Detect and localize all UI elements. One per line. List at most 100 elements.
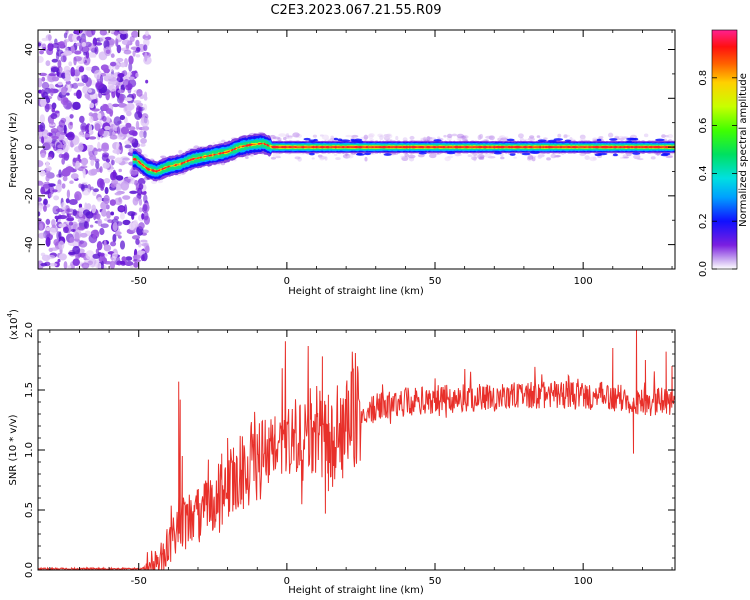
snr-y-axis: 0.0 0.5 1.0 1.5 2.0 [24, 322, 675, 578]
noise-blob [87, 88, 93, 93]
halo-blob [455, 153, 463, 157]
ridge-bump [313, 138, 318, 142]
noise-blob [66, 131, 75, 141]
noise-blob [91, 108, 100, 112]
spectrogram-y-axis: -40 -20 0 20 40 [24, 43, 675, 270]
noise-blob [112, 103, 120, 108]
halo-blob [245, 156, 249, 159]
noise-blob [98, 128, 105, 136]
spectrogram-x-tick-label: -50 [131, 276, 147, 287]
noise-blob [70, 45, 75, 54]
noise-blob [63, 50, 73, 56]
noise-blob [62, 137, 69, 145]
noise-blob [114, 192, 122, 196]
noise-blob [75, 42, 83, 47]
halo-blob [579, 152, 585, 157]
snr-x-tick-label: 100 [574, 576, 593, 587]
ridge-bump [596, 138, 602, 142]
spectrogram-panel: -50 0 50 100 -40 -20 0 20 40 Height of straight… [8, 29, 676, 297]
noise-blob [97, 112, 102, 120]
halo-blob [423, 136, 427, 142]
noise-blob [69, 114, 74, 119]
noise-blob [64, 69, 70, 80]
ridge-bump [662, 152, 671, 156]
spectrogram-image [38, 30, 675, 269]
halo-blob [537, 153, 545, 158]
noise-blob [88, 136, 97, 140]
noise-blob [94, 151, 98, 155]
noise-blob [139, 130, 144, 138]
halo-blob [345, 134, 353, 138]
noise-blob [143, 194, 148, 204]
ridge-bump [530, 151, 540, 154]
halo-blob [500, 137, 508, 141]
noise-blob [92, 253, 100, 259]
noise-blob [123, 79, 131, 88]
noise-blob [61, 157, 66, 165]
ridge-bump [609, 138, 618, 141]
noise-blob [42, 183, 51, 189]
snr-x-label: Height of straight line (km) [288, 585, 424, 596]
noise-blob [40, 186, 46, 195]
noise-blob [72, 245, 81, 255]
noise-blob [100, 178, 105, 189]
noise-blob [103, 194, 110, 205]
noise-blob [50, 87, 54, 97]
halo-blob [425, 136, 433, 140]
noise-blob [51, 58, 58, 63]
halo-blob [311, 157, 315, 160]
noise-blob [69, 237, 75, 243]
noise-blob [40, 252, 46, 257]
noise-blob [112, 252, 118, 259]
halo-blob [519, 137, 524, 142]
noise-blob [104, 186, 109, 195]
halo-blob [404, 153, 409, 157]
noise-blob [63, 32, 68, 39]
noise-blob [128, 55, 134, 65]
noise-blob [40, 262, 48, 267]
noise-blob [119, 240, 126, 250]
noise-blob [129, 265, 134, 269]
noise-blob [135, 39, 140, 47]
noise-blob [63, 261, 68, 269]
noise-blob [60, 72, 66, 79]
svg-text:(x104): (x104) [6, 309, 20, 340]
halo-blob [161, 156, 165, 159]
snr-y-label: SNR (10 * v/v) [8, 414, 19, 485]
noise-blob [119, 260, 126, 265]
noise-blob [69, 180, 74, 185]
noise-blob [141, 125, 150, 131]
noise-blob [93, 69, 102, 80]
noise-blob [68, 221, 74, 226]
ridge-band [132, 142, 675, 173]
noise-blob [128, 62, 133, 72]
noise-blob [131, 30, 139, 38]
ridge-bump [612, 153, 618, 157]
noise-blob [95, 213, 101, 220]
noise-blob [94, 158, 100, 163]
noise-blob [47, 42, 54, 52]
halo-blob [661, 134, 666, 138]
noise-blob [38, 42, 42, 47]
noise-blob [45, 227, 51, 232]
noise-blob [109, 260, 116, 269]
halo-blob [221, 139, 226, 143]
ridge-bump [364, 152, 372, 156]
noise-blob [63, 38, 70, 43]
noise-blob [118, 206, 125, 211]
noise-blob [66, 84, 71, 89]
noise-blob [140, 137, 147, 144]
colorbar: 0.0 0.2 0.4 0.6 0.8 Normalized spectral ampl… [698, 29, 749, 277]
halo-blob [592, 156, 597, 160]
noise-blob [140, 143, 146, 147]
noise-blob [79, 232, 88, 238]
noise-blob [82, 168, 86, 179]
noise-blob [66, 208, 75, 213]
noise-blob [135, 54, 141, 58]
noise-blob [125, 122, 132, 128]
noise-blob [112, 169, 117, 179]
ridge-bump [303, 137, 311, 141]
noise-blob [73, 146, 83, 153]
noise-blob [39, 223, 44, 231]
